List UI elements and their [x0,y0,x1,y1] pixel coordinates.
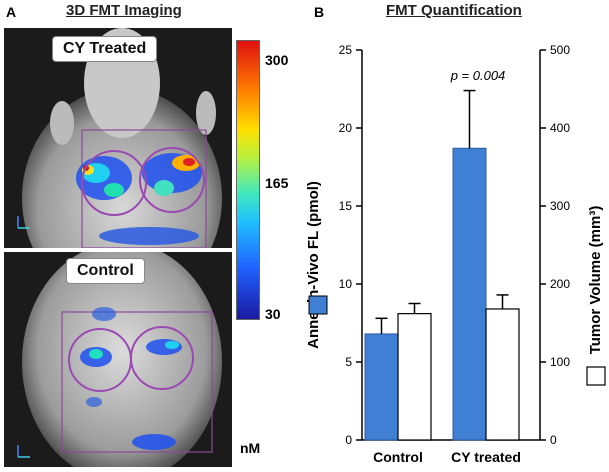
legend-swatch-annexin [308,295,328,315]
colorbar-tick-mid: 165 [265,175,289,191]
y-tick-label: 0 [345,433,352,447]
panel-b-letter: B [314,4,325,20]
panel-a-title: 3D FMT Imaging [66,2,182,19]
bar-tumor-volume-1 [485,308,520,441]
legend-swatch-tumor-volume [586,366,606,386]
y2-tick-label: 200 [550,277,570,291]
panel-a-letter: A [6,4,17,20]
y-tick-label: 5 [345,355,352,369]
colorbar [236,40,260,320]
tumor-signal-hotspots [76,153,202,245]
y2-tick-label: 0 [550,433,557,447]
bar-annexin-1 [452,147,487,441]
colorbar-unit: nM [240,440,261,456]
y2-tick-label: 500 [550,43,570,57]
y2-tick-label: 400 [550,121,570,135]
y-tick-label: 25 [339,43,353,57]
colorbar-tick-min: 30 [265,306,281,322]
bar-tumor-volume-0 [397,313,432,441]
x-category-label: Control [373,449,423,465]
cy-treated-fmt-image: CY Treated [4,28,232,248]
control-label: Control [66,258,145,284]
p-value-annotation: p = 0.004 [450,68,506,83]
y-tick-label: 15 [339,199,353,213]
colorbar-tick-max: 300 [265,52,289,68]
y2-tick-label: 100 [550,355,570,369]
y2-axis-label: Tumor Volume (mm³) [587,206,604,355]
cy-treated-label: CY Treated [52,36,158,62]
y-tick-label: 20 [339,121,353,135]
control-signal-spots [80,307,182,450]
bar-annexin-0 [364,333,399,441]
y-axis-label: Annexin-Vivo FL (pmol) [305,181,322,349]
control-fmt-image: Control [4,252,232,467]
x-category-label: CY treated [451,449,521,465]
y2-tick-label: 300 [550,199,570,213]
y-tick-label: 10 [339,277,353,291]
panel-b-title: FMT Quantification [386,2,522,19]
control-mouse-render [4,252,232,467]
